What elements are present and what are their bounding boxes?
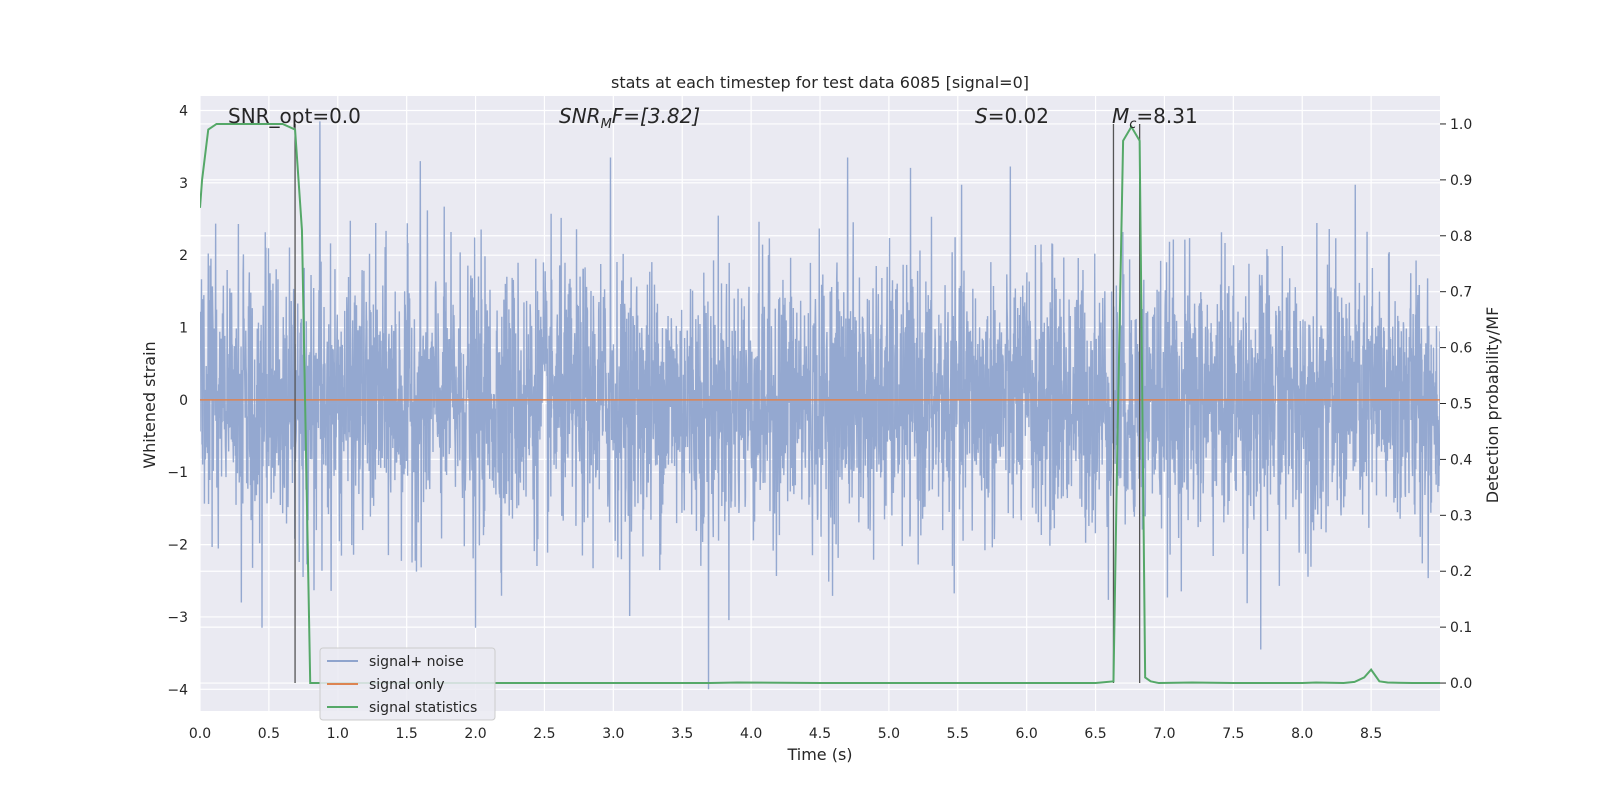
y-tick-label: −4 — [167, 682, 188, 698]
y-right-tick-label: 0.8 — [1450, 229, 1472, 245]
y-axis-right: 0.0 0.1 0.2 0.3 0.4 0.5 0.6 0.7 0.8 0.9 1.0 — [1440, 117, 1472, 692]
annotation-mc-main: M — [1112, 104, 1129, 128]
x-tick-label: 3.5 — [671, 726, 693, 742]
annotation-mc-sub: c — [1129, 117, 1136, 132]
annotation-s-rest: =0.02 — [988, 104, 1049, 128]
y-right-tick-label: 0.2 — [1450, 564, 1472, 580]
y-tick-label: −3 — [167, 610, 188, 626]
legend-label-signal-statistics: signal statistics — [369, 700, 477, 716]
x-tick-label: 2.0 — [464, 726, 486, 742]
x-tick-label: 8.0 — [1291, 726, 1313, 742]
x-tick-label: 2.5 — [533, 726, 555, 742]
legend: signal+ noise signal only signal statist… — [319, 647, 496, 721]
y-tick-label: −1 — [167, 465, 188, 481]
y-tick-label: 4 — [179, 103, 188, 119]
y-tick-label: 3 — [179, 176, 188, 192]
x-tick-label: 6.5 — [1084, 726, 1106, 742]
annotation-s: S=0.02 — [975, 104, 1049, 128]
y-right-tick-label: 0.4 — [1450, 452, 1472, 468]
y-right-tick-label: 0.5 — [1450, 397, 1472, 413]
y-right-tick-label: 0.6 — [1450, 341, 1472, 357]
y-tick-label: 2 — [179, 248, 188, 264]
y-right-tick-label: 0.9 — [1450, 173, 1472, 189]
x-tick-label: 3.0 — [602, 726, 624, 742]
annotation-mc: Mc=8.31 — [1112, 104, 1198, 132]
x-tick-label: 0.0 — [189, 726, 211, 742]
annotation-snr-opt: SNR_opt=0.0 — [228, 104, 361, 128]
y-right-tick-label: 0.3 — [1450, 508, 1472, 524]
y-right-tick-label: 0.1 — [1450, 620, 1472, 636]
y-right-tick-label: 0.0 — [1450, 676, 1472, 692]
x-tick-label: 6.0 — [1016, 726, 1038, 742]
legend-label-signal-only: signal only — [369, 677, 444, 693]
series-signal-statistics — [200, 122, 1440, 685]
x-tick-label: 1.5 — [396, 726, 418, 742]
annotation-snr-mf: SNRMF=[3.82] — [559, 104, 700, 132]
x-tick-label: 7.5 — [1222, 726, 1244, 742]
x-tick-label: 7.0 — [1153, 726, 1175, 742]
annotation-snr-mf-main: SNR — [559, 104, 601, 128]
x-tick-label: 4.5 — [809, 726, 831, 742]
x-tick-label: 0.5 — [258, 726, 280, 742]
x-tick-label: 5.0 — [878, 726, 900, 742]
y-tick-label: 1 — [179, 321, 188, 337]
series-signal-noise — [200, 121, 1440, 690]
x-tick-label: 5.5 — [947, 726, 969, 742]
y-tick-label: −2 — [167, 538, 188, 554]
x-axis-label: Time (s) — [786, 745, 852, 764]
y-axis-label-left: Whitened strain — [140, 341, 159, 468]
legend-box — [319, 647, 496, 721]
annotation-s-main: S — [975, 104, 988, 128]
x-axis: 0.0 0.5 1.0 1.5 2.0 2.5 3.0 3.5 4.0 4.5 5.0 5.5 6.0 6… — [189, 726, 1382, 742]
x-tick-label: 4.0 — [740, 726, 762, 742]
chart-title: stats at each timestep for test data 608… — [611, 73, 1029, 92]
x-tick-label: 1.0 — [327, 726, 349, 742]
annotation-mc-rest: =8.31 — [1136, 104, 1197, 128]
y-axis-left: −4 −3 −2 −1 0 1 2 3 4 — [167, 103, 188, 698]
x-tick-label: 8.5 — [1360, 726, 1382, 742]
plot-area — [200, 121, 1440, 690]
annotation-snr-mf-sub: M — [601, 117, 612, 132]
annotation-snr-mf-rest: F=[3.82] — [612, 104, 700, 128]
y-axis-label-right: Detection probability/MF — [1483, 307, 1502, 504]
legend-label-signal-noise: signal+ noise — [369, 654, 464, 670]
y-tick-label: 0 — [179, 393, 188, 409]
y-right-tick-label: 0.7 — [1450, 285, 1472, 301]
y-right-tick-label: 1.0 — [1450, 117, 1472, 133]
